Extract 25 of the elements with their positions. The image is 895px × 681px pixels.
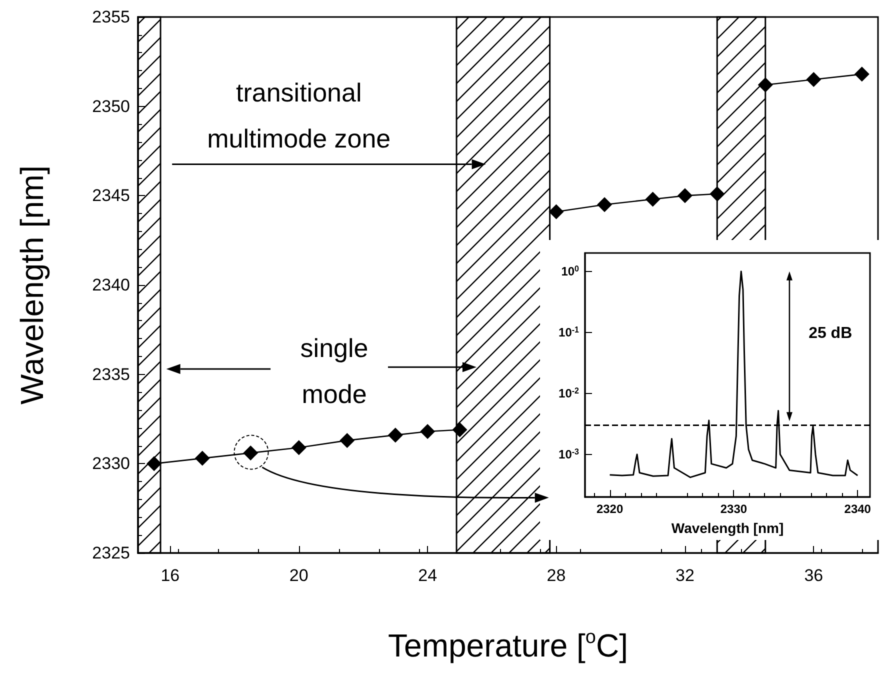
x-tick-label: 2330 — [720, 502, 748, 516]
y-tick-label: 2345 — [92, 186, 130, 206]
x-tick-label: 28 — [546, 566, 566, 585]
x-tick-label: 32 — [675, 566, 694, 585]
y-tick-label: 2330 — [92, 454, 130, 474]
x-axis-title: Wavelength [nm] — [671, 520, 784, 536]
annotation: transitional multimode zone — [207, 77, 391, 154]
x-tick-label: 36 — [804, 566, 824, 585]
x-tick-label: 16 — [160, 566, 180, 585]
y-tick-label: 10$^{-3}$ — [558, 446, 580, 462]
y-tick-label: 2340 — [92, 276, 130, 294]
y-tick-label: 10$^{0}$ — [561, 264, 580, 278]
y-tick-label: 2355 — [92, 8, 130, 26]
annotation: single mode — [300, 332, 368, 409]
x-tick-label: 2340 — [844, 502, 872, 516]
y-tick-label: 10$^{-2}$ — [558, 386, 580, 400]
x-tick-label: 2320 — [596, 502, 624, 516]
y-tick-label: 2325 — [92, 544, 130, 562]
y-tick-label: 2350 — [92, 96, 130, 116]
y-tick-label: 2335 — [92, 364, 130, 384]
annotation: 25 dB — [808, 324, 852, 341]
y-tick-label: 10$^{-1}$ — [558, 324, 580, 340]
x-tick-label: 20 — [289, 566, 308, 585]
x-tick-label: 24 — [418, 566, 438, 585]
y-axis-title: Wavelength [nm] — [14, 166, 50, 404]
